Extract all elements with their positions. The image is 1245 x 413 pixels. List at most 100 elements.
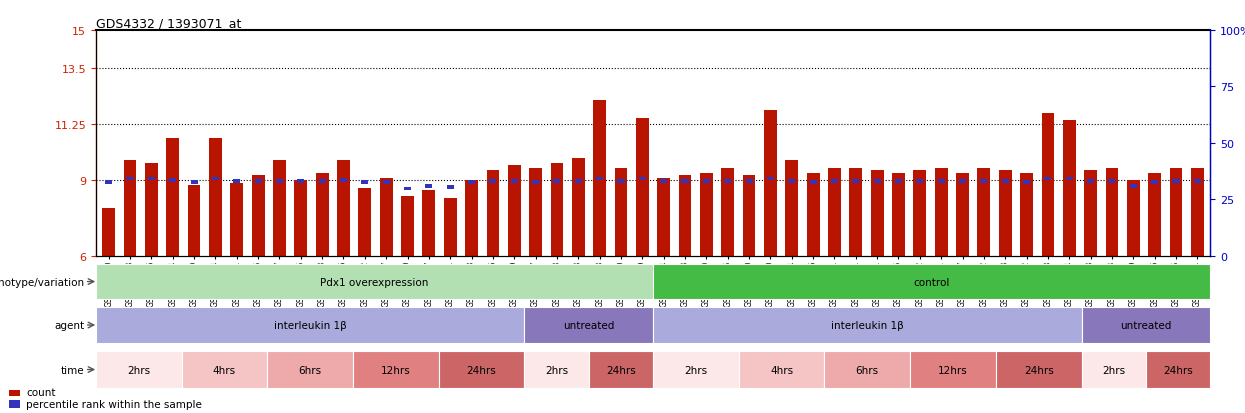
Bar (738, 351, 824, 388)
Text: GDS4332 / 1393071_at: GDS4332 / 1393071_at (96, 17, 242, 30)
Text: time: time (61, 365, 85, 375)
Bar (1084, 171, 1097, 256)
Bar (830, 180, 838, 183)
Text: 6hrs: 6hrs (855, 365, 879, 375)
Bar (190, 181, 198, 185)
Bar (438, 351, 524, 388)
Bar (123, 161, 137, 256)
Bar (916, 180, 924, 183)
Bar (268, 351, 354, 388)
Bar (767, 177, 774, 181)
Bar (1169, 169, 1183, 256)
Bar (1129, 185, 1137, 188)
Bar (532, 181, 539, 185)
Bar (144, 164, 158, 256)
Bar (1063, 121, 1076, 256)
Bar (401, 196, 413, 256)
Bar (615, 169, 627, 256)
Bar (1045, 177, 1052, 181)
Bar (593, 101, 606, 256)
Text: 2hrs: 2hrs (685, 365, 707, 375)
Text: agent: agent (55, 320, 85, 330)
Bar (487, 171, 499, 256)
Bar (657, 178, 670, 256)
Bar (422, 191, 436, 256)
Bar (1020, 173, 1033, 256)
Bar (849, 169, 863, 256)
Bar (788, 180, 796, 183)
Bar (233, 180, 240, 183)
Bar (359, 188, 371, 256)
Bar (188, 186, 200, 256)
Bar (298, 180, 304, 183)
Bar (167, 138, 179, 256)
Bar (1082, 308, 1210, 343)
Bar (959, 180, 966, 183)
Bar (980, 180, 987, 183)
Bar (468, 181, 476, 185)
Bar (182, 351, 268, 388)
Text: 4hrs: 4hrs (213, 365, 237, 375)
Bar (893, 173, 905, 256)
Bar (824, 351, 910, 388)
Text: 2hrs: 2hrs (1102, 365, 1125, 375)
Bar (524, 351, 589, 388)
Bar (337, 161, 350, 256)
Text: untreated: untreated (563, 320, 614, 330)
Text: Pdx1 overexpression: Pdx1 overexpression (320, 277, 428, 287)
Bar (746, 180, 752, 183)
Bar (1173, 180, 1179, 183)
Bar (251, 176, 264, 256)
Text: 12hrs: 12hrs (381, 365, 411, 375)
Bar (596, 177, 603, 181)
Bar (828, 169, 840, 256)
Bar (937, 180, 945, 183)
Bar (589, 351, 652, 388)
Bar (956, 173, 969, 256)
Text: 4hrs: 4hrs (769, 365, 793, 375)
Bar (807, 173, 819, 256)
Bar (354, 351, 438, 388)
Bar (529, 169, 542, 256)
Bar (489, 180, 497, 183)
Bar (700, 173, 713, 256)
Text: 24hrs: 24hrs (606, 365, 636, 375)
Bar (910, 351, 996, 388)
Bar (1127, 181, 1139, 256)
Bar (725, 180, 731, 183)
Bar (764, 111, 777, 256)
Bar (169, 178, 177, 182)
Bar (447, 186, 453, 190)
Bar (550, 164, 563, 256)
Text: 12hrs: 12hrs (939, 365, 967, 375)
Bar (102, 209, 115, 256)
Bar (294, 181, 308, 256)
Text: 24hrs: 24hrs (467, 365, 497, 375)
Bar (319, 180, 326, 183)
Bar (660, 180, 667, 183)
Bar (786, 161, 798, 256)
Bar (874, 180, 880, 183)
Bar (1002, 180, 1008, 183)
Bar (1082, 351, 1145, 388)
Bar (571, 159, 585, 256)
Bar (96, 264, 652, 299)
Bar (1042, 114, 1055, 256)
Bar (1194, 180, 1201, 183)
Bar (9, 401, 20, 408)
Bar (1145, 351, 1210, 388)
Bar (96, 351, 182, 388)
Bar (1148, 173, 1162, 256)
Bar (9, 388, 20, 396)
Text: percentile rank within the sample: percentile rank within the sample (26, 399, 202, 409)
Bar (316, 173, 329, 256)
Bar (652, 308, 1082, 343)
Bar (361, 181, 369, 185)
Bar (510, 180, 518, 183)
Bar (870, 171, 884, 256)
Bar (679, 176, 691, 256)
Bar (466, 181, 478, 256)
Text: count: count (26, 387, 56, 397)
Bar (1152, 181, 1158, 185)
Text: 6hrs: 6hrs (299, 365, 321, 375)
